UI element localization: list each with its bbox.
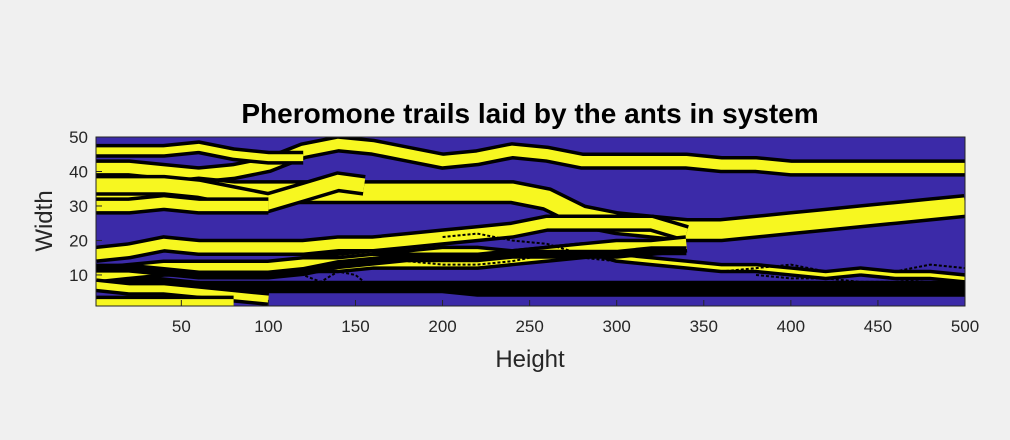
faint-trail-0	[285, 270, 374, 290]
y-tick-label: 10	[69, 266, 88, 285]
trail-2	[96, 174, 366, 210]
x-tick-label: 350	[690, 317, 718, 336]
trail-0	[96, 138, 965, 181]
x-tick-label: 300	[603, 317, 631, 336]
x-tick-label: 500	[951, 317, 979, 336]
y-tick-label: 30	[69, 197, 88, 216]
x-tick-label: 200	[428, 317, 456, 336]
y-axis-label: Width	[31, 190, 58, 251]
trail-layer	[96, 137, 965, 306]
y-tick-label: 40	[69, 162, 88, 181]
x-tick-label: 250	[515, 317, 543, 336]
x-axis: 50 100 150 200 250 300 350 400 450 500	[172, 300, 979, 336]
trail-3	[96, 197, 269, 212]
faint-trail-3	[755, 274, 965, 283]
x-tick-label: 400	[777, 317, 805, 336]
y-tick-label: 20	[69, 231, 88, 250]
trail-12	[96, 143, 304, 162]
faint-trail-2	[442, 232, 583, 256]
faint-trail-1	[372, 253, 965, 273]
x-tick-label: 450	[864, 317, 892, 336]
trail-10	[96, 281, 269, 303]
x-tick-label: 50	[172, 317, 191, 336]
x-tick-label: 150	[341, 317, 369, 336]
x-axis-label: Height	[495, 346, 565, 373]
trail-4	[96, 218, 688, 260]
axes-box	[95, 136, 966, 307]
chart-title: Pheromone trails laid by the ants in sys…	[241, 98, 818, 129]
y-tick-label: 50	[69, 128, 88, 147]
y-axis: 10 20 30 40 50	[69, 128, 102, 285]
x-tick-label: 100	[254, 317, 282, 336]
plot-area	[95, 136, 966, 307]
